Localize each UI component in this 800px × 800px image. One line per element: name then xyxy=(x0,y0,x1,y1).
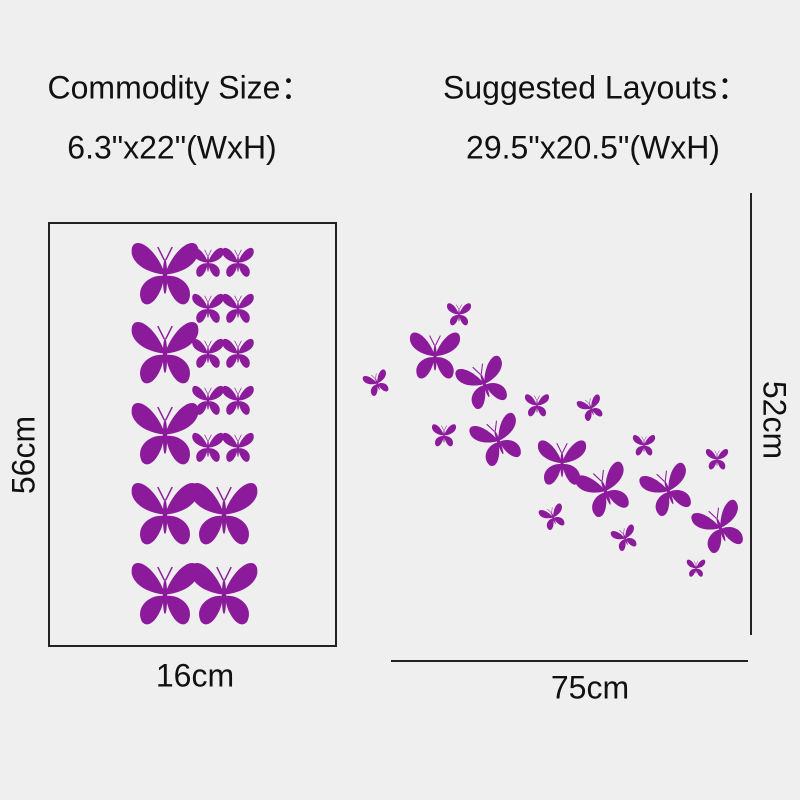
butterfly xyxy=(189,562,259,626)
commodity-height: 56cm xyxy=(5,416,41,494)
butterfly xyxy=(130,242,200,306)
butterfly xyxy=(189,482,259,546)
butterfly xyxy=(467,410,529,471)
butterfly xyxy=(221,293,255,324)
butterfly xyxy=(191,338,225,369)
commodity-width: 16cm xyxy=(156,657,234,693)
butterfly xyxy=(191,432,225,463)
commodity-title: Commodity Size： xyxy=(48,69,313,105)
butterfly xyxy=(637,460,699,521)
butterfly xyxy=(191,293,225,324)
layout-size: 29.5"x20.5"(WxH) xyxy=(466,129,720,165)
butterfly xyxy=(689,497,751,558)
butterfly xyxy=(686,559,706,577)
butterfly xyxy=(705,448,729,470)
butterfly xyxy=(409,332,461,380)
butterfly xyxy=(191,385,225,416)
butterflies xyxy=(130,242,751,626)
butterfly xyxy=(431,423,457,447)
butterfly xyxy=(575,393,607,424)
butterfly xyxy=(130,402,200,466)
commodity-size: 6.3"x22"(WxH) xyxy=(67,129,276,165)
butterfly xyxy=(537,502,569,533)
layout-width: 75cm xyxy=(551,669,629,705)
butterfly xyxy=(524,393,550,417)
butterfly xyxy=(221,338,255,369)
butterfly xyxy=(221,385,255,416)
butterfly xyxy=(453,353,515,414)
butterfly xyxy=(609,523,641,554)
sheet-outline xyxy=(48,222,337,647)
butterfly xyxy=(130,321,200,385)
butterfly xyxy=(632,434,656,456)
butterfly xyxy=(361,368,393,399)
layout-title: Suggested Layouts： xyxy=(443,69,749,105)
butterfly xyxy=(191,247,225,278)
butterfly xyxy=(573,459,638,522)
butterfly xyxy=(221,432,255,463)
butterfly xyxy=(446,302,472,326)
butterfly xyxy=(221,247,255,278)
layout-height: 52cm xyxy=(757,381,793,459)
butterfly xyxy=(130,562,200,626)
butterfly xyxy=(130,482,200,546)
